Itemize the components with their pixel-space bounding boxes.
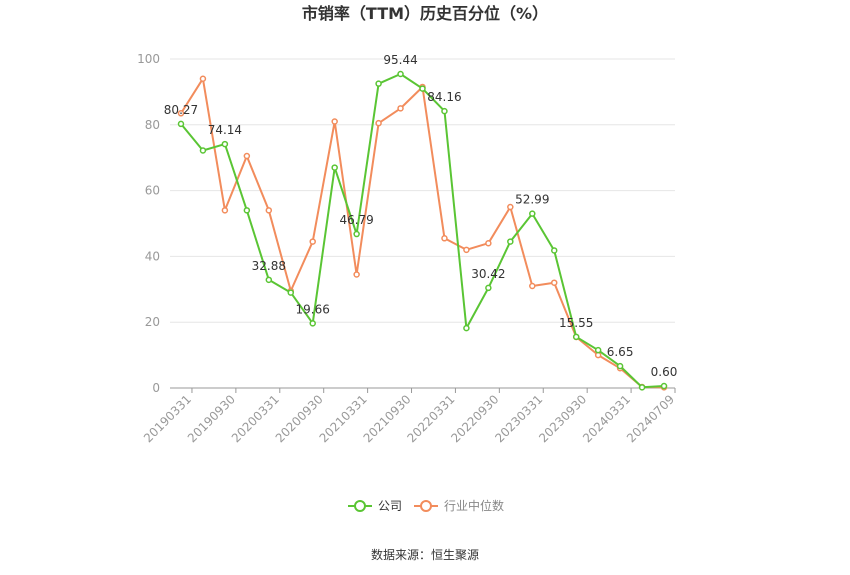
data-point (375, 80, 382, 87)
data-point (221, 207, 229, 214)
data-point (265, 207, 273, 214)
y-tick-label: 60 (145, 184, 160, 198)
source-note: 数据来源：恒生聚源 (371, 547, 479, 562)
data-point (177, 120, 185, 128)
data-label: 80.27 (164, 103, 198, 117)
data-label: 52.99 (515, 193, 549, 207)
legend[interactable]: 公司 行业中位数 (348, 498, 504, 513)
data-label: 32.88 (252, 259, 286, 273)
data-point (397, 70, 404, 78)
legend-label: 行业中位数 (444, 498, 504, 513)
data-point (243, 152, 251, 160)
data-point (594, 346, 602, 354)
data-point (572, 333, 580, 341)
data-label: 30.42 (471, 267, 505, 281)
data-point (331, 164, 338, 171)
legend-label: 公司 (378, 499, 402, 513)
data-point (177, 110, 185, 117)
y-tick-label: 40 (145, 249, 160, 263)
data-point (485, 284, 492, 292)
series-line-company (180, 73, 665, 389)
gridlines (170, 58, 675, 323)
data-point (463, 324, 470, 332)
y-tick-label: 80 (145, 118, 160, 132)
data-point (419, 85, 426, 92)
legend-item-industry-median[interactable]: 行业中位数 (414, 498, 504, 513)
data-point (331, 118, 338, 125)
axes: 0204060801002019033120190930202003312020… (137, 52, 677, 445)
data-point (353, 230, 360, 238)
data-point (638, 384, 646, 391)
y-tick-label: 100 (137, 52, 160, 66)
data-label: 84.16 (427, 90, 461, 104)
data-label: 19.66 (296, 302, 330, 316)
series-layer (177, 70, 668, 391)
data-point (221, 140, 229, 148)
data-point (485, 239, 492, 247)
data-point (441, 235, 448, 242)
data-label: 15.55 (559, 316, 593, 330)
data-point (550, 247, 558, 254)
data-point (199, 147, 207, 154)
data-point (529, 210, 536, 217)
data-label: 74.14 (208, 123, 242, 137)
data-labels: 80.27 74.14 32.88 19.66 46.79 95.44 84.16 30.42… (164, 53, 678, 379)
data-label: 95.44 (383, 53, 417, 67)
chart-title: 市销率（TTM）历史百分位（%） (302, 4, 548, 23)
data-point (463, 246, 470, 254)
data-point (550, 279, 558, 286)
data-point (309, 320, 316, 327)
data-point (375, 119, 382, 127)
y-tick-label: 0 (152, 381, 160, 395)
data-label: 46.79 (339, 213, 373, 227)
data-label: 6.65 (607, 345, 634, 359)
data-point (507, 238, 514, 245)
legend-swatch-marker (354, 500, 366, 512)
y-tick-label: 20 (145, 315, 160, 329)
data-point (199, 75, 207, 82)
data-point (616, 362, 624, 370)
data-point (441, 107, 448, 115)
data-point (309, 238, 316, 245)
data-point (353, 271, 360, 278)
data-point (507, 203, 514, 211)
data-point (265, 276, 273, 284)
data-point (660, 382, 668, 390)
data-point (397, 105, 404, 112)
data-point (287, 289, 295, 296)
data-point (529, 282, 536, 290)
data-point (243, 207, 251, 214)
legend-swatch-marker (420, 500, 432, 512)
data-label: 0.60 (651, 365, 678, 379)
x-tick-label: 20240709 (624, 392, 677, 445)
legend-item-company[interactable]: 公司 (348, 499, 402, 513)
